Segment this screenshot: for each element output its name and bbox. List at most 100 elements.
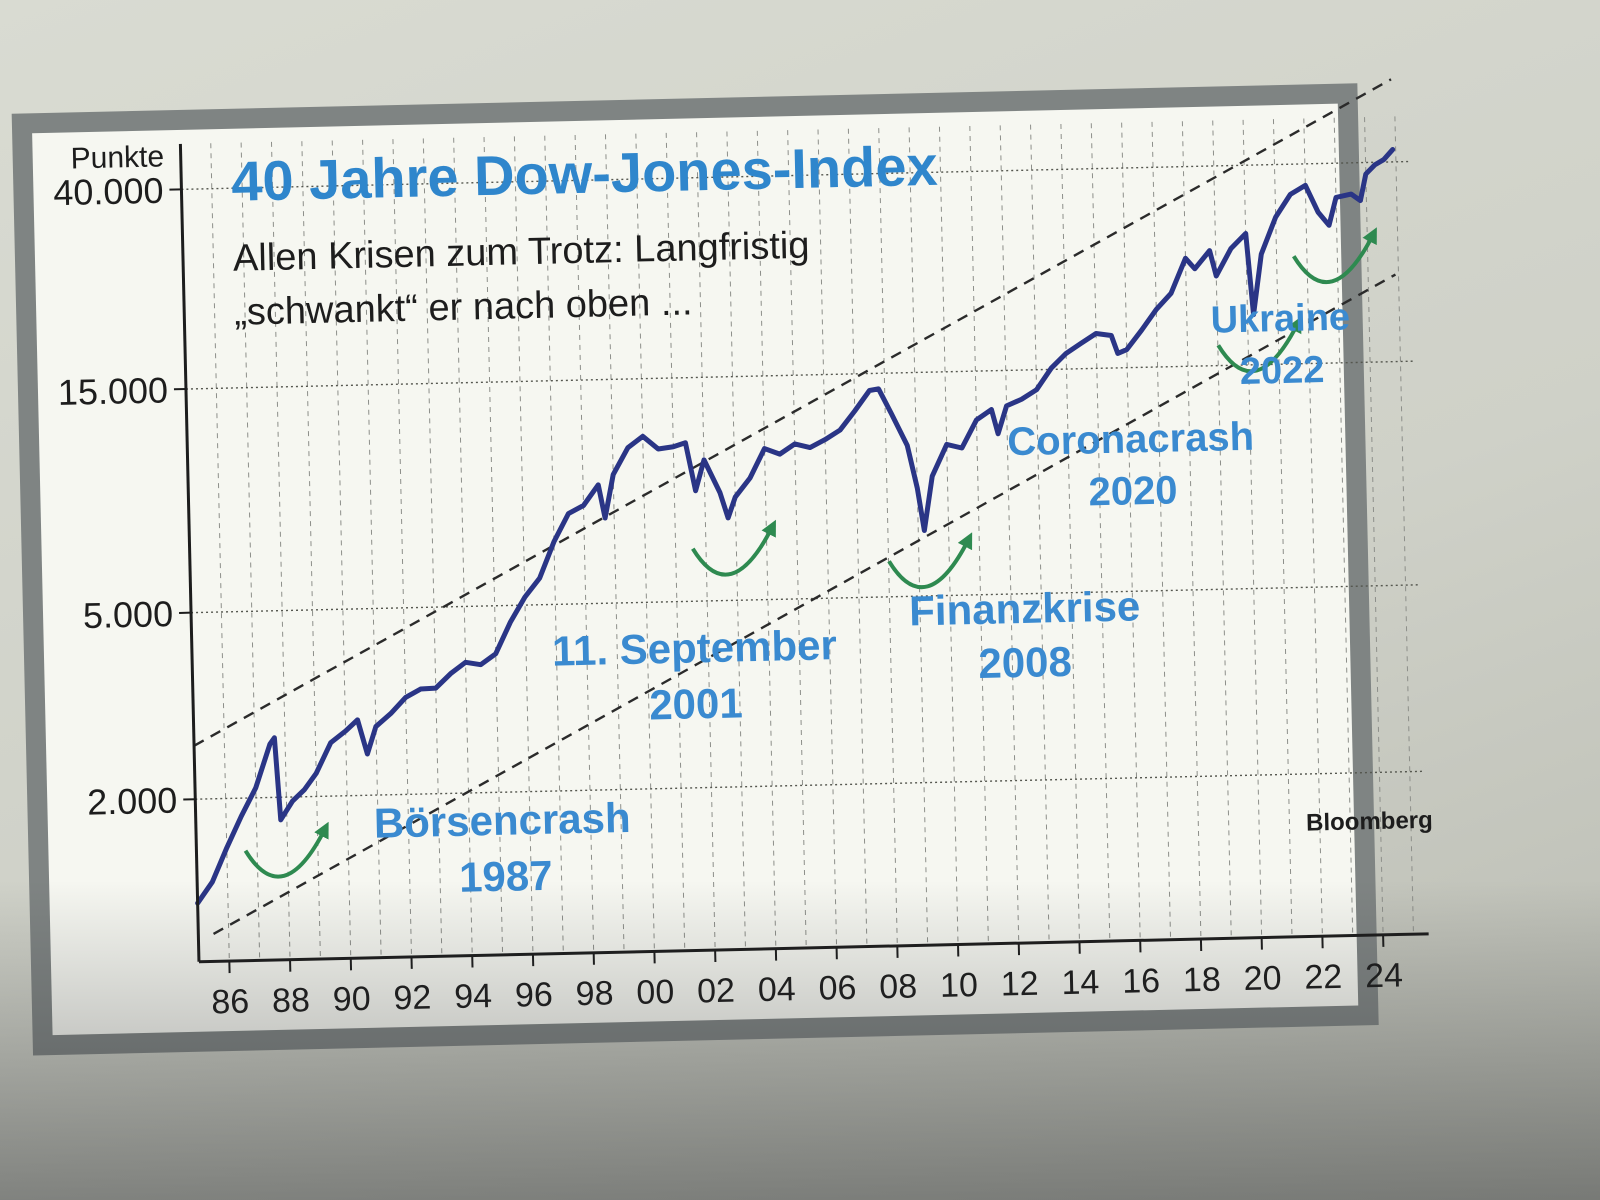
grid-line-vertical	[1060, 123, 1080, 942]
annotation-september-year: 2001	[649, 679, 743, 728]
recovery-arrows	[243, 227, 1377, 879]
x-tick-label: 90	[332, 980, 371, 1019]
x-tick-label: 00	[636, 973, 675, 1012]
trend-line-lower	[212, 273, 1397, 935]
x-tick-label: 02	[697, 972, 736, 1011]
grid-line-vertical	[847, 128, 868, 947]
grid-line-vertical	[422, 138, 443, 957]
grid-line-vertical	[696, 132, 716, 951]
x-tick-label: 14	[1061, 963, 1100, 1002]
grid-line-vertical	[635, 133, 655, 952]
axes	[178, 143, 1429, 964]
annotation-ukraine-label: Ukraine	[1210, 296, 1350, 341]
grid-line-vertical	[908, 127, 929, 946]
grid-line-horizontal	[185, 360, 1416, 390]
grid-line-vertical	[574, 134, 595, 953]
trend-channel	[193, 78, 1397, 935]
annotation-september: 11. September 2001	[551, 621, 837, 728]
photo-shadow	[0, 880, 1600, 1200]
chart-subtitle-line2: „schwankt“ er nach oben ...	[234, 281, 693, 333]
annotation-coronacrash: Coronacrash 2020	[1007, 415, 1255, 515]
grid-line-vertical	[604, 134, 625, 953]
grid-line-vertical	[756, 130, 777, 949]
grid-line-vertical	[483, 137, 504, 955]
annotation-coronacrash-year: 2020	[1088, 468, 1178, 514]
grid-line-vertical	[1272, 119, 1293, 937]
grid-line-vertical	[544, 135, 564, 954]
recovery-arrow-3	[1216, 316, 1302, 374]
y-axis-line	[178, 143, 201, 962]
grid	[181, 116, 1425, 962]
x-tick-label: 08	[879, 967, 918, 1006]
x-tick-label: 20	[1243, 959, 1282, 998]
annotation-coronacrash-label: Coronacrash	[1007, 415, 1255, 465]
grid-line-vertical	[1212, 120, 1232, 939]
annotation-boersencrash-year: 1987	[459, 852, 553, 901]
grid-line-vertical	[1151, 121, 1172, 940]
x-tick-label: 88	[272, 981, 311, 1020]
grid-line-vertical	[362, 139, 382, 958]
grid-line-vertical	[331, 140, 352, 959]
grid-line-vertical	[1090, 123, 1111, 942]
grid-line-horizontal	[181, 160, 1412, 191]
x-tick-label: 24	[1365, 956, 1404, 995]
x-axis-line	[198, 932, 1429, 964]
grid-line-vertical	[665, 132, 686, 951]
grid-line-vertical	[999, 125, 1020, 944]
grid-line-horizontal	[191, 584, 1421, 614]
grid-line-vertical	[270, 141, 291, 960]
grid-line-vertical	[453, 137, 473, 956]
grid-line-vertical	[969, 126, 989, 944]
annotation-ukraine: Ukraine 2022	[1210, 296, 1350, 393]
x-tick-label: 16	[1122, 962, 1161, 1001]
grid-line-vertical	[392, 139, 412, 957]
grid-line-vertical	[210, 143, 230, 962]
grid-line-vertical	[1394, 116, 1414, 935]
grid-line-vertical	[878, 128, 898, 946]
grid-line-vertical	[1364, 117, 1384, 935]
y-axis-ticks: 2.000 5.000 15.000 40.000	[53, 170, 196, 823]
annotation-ukraine-year: 2022	[1239, 349, 1324, 393]
x-tick-label: 18	[1183, 961, 1222, 1000]
y-tick-label: 40.000	[53, 170, 164, 213]
trend-line-upper	[193, 78, 1392, 747]
x-tick-label: 94	[454, 977, 493, 1016]
y-tick-label: 15.000	[57, 369, 168, 412]
annotation-boersencrash: Börsencrash 1987	[373, 794, 631, 901]
grid-line-vertical	[1181, 121, 1202, 940]
recovery-arrow-1	[691, 519, 776, 577]
grid-line-vertical	[817, 129, 838, 948]
x-tick-label: 86	[211, 983, 250, 1022]
x-tick-label: 92	[393, 978, 432, 1017]
grid-line-vertical	[938, 126, 959, 945]
dow-jones-line	[195, 147, 1396, 906]
grid-line-vertical	[513, 136, 534, 955]
x-tick-label: 06	[818, 969, 857, 1008]
grid-line-vertical	[726, 131, 746, 950]
annotation-finanzkrise-label: Finanzkrise	[909, 582, 1141, 634]
chart-background	[32, 103, 1359, 1036]
grid-line-vertical	[1030, 124, 1050, 943]
annotation-finanzkrise: Finanzkrise 2008	[909, 582, 1141, 687]
grid-line-vertical	[240, 142, 261, 961]
x-tick-label: 10	[940, 966, 979, 1005]
grid-line-horizontal	[195, 770, 1425, 800]
grid-line-vertical	[1303, 118, 1323, 937]
recovery-arrow-4	[1292, 227, 1377, 285]
recovery-arrow-2	[887, 532, 973, 590]
source-label: Bloomberg	[1306, 807, 1433, 837]
grid-line-vertical	[787, 130, 807, 948]
series-layer	[195, 147, 1396, 906]
x-tick-label: 12	[1000, 965, 1039, 1004]
y-tick-label: 2.000	[87, 780, 178, 823]
x-axis-ticks: 86 88 90 92 94 96 98 00 02 04 06 08 10 12 14 16 18 20 22 24	[211, 934, 1404, 1022]
y-axis-label: Punkte	[70, 140, 164, 175]
x-tick-label: 96	[515, 976, 554, 1015]
grid-line-vertical	[1333, 117, 1354, 936]
grid-line-vertical	[1242, 119, 1263, 938]
x-tick-label: 22	[1304, 958, 1343, 997]
x-tick-label: 98	[575, 974, 614, 1013]
recovery-arrow-0	[243, 821, 329, 879]
annotation-boersencrash-label: Börsencrash	[373, 794, 631, 847]
